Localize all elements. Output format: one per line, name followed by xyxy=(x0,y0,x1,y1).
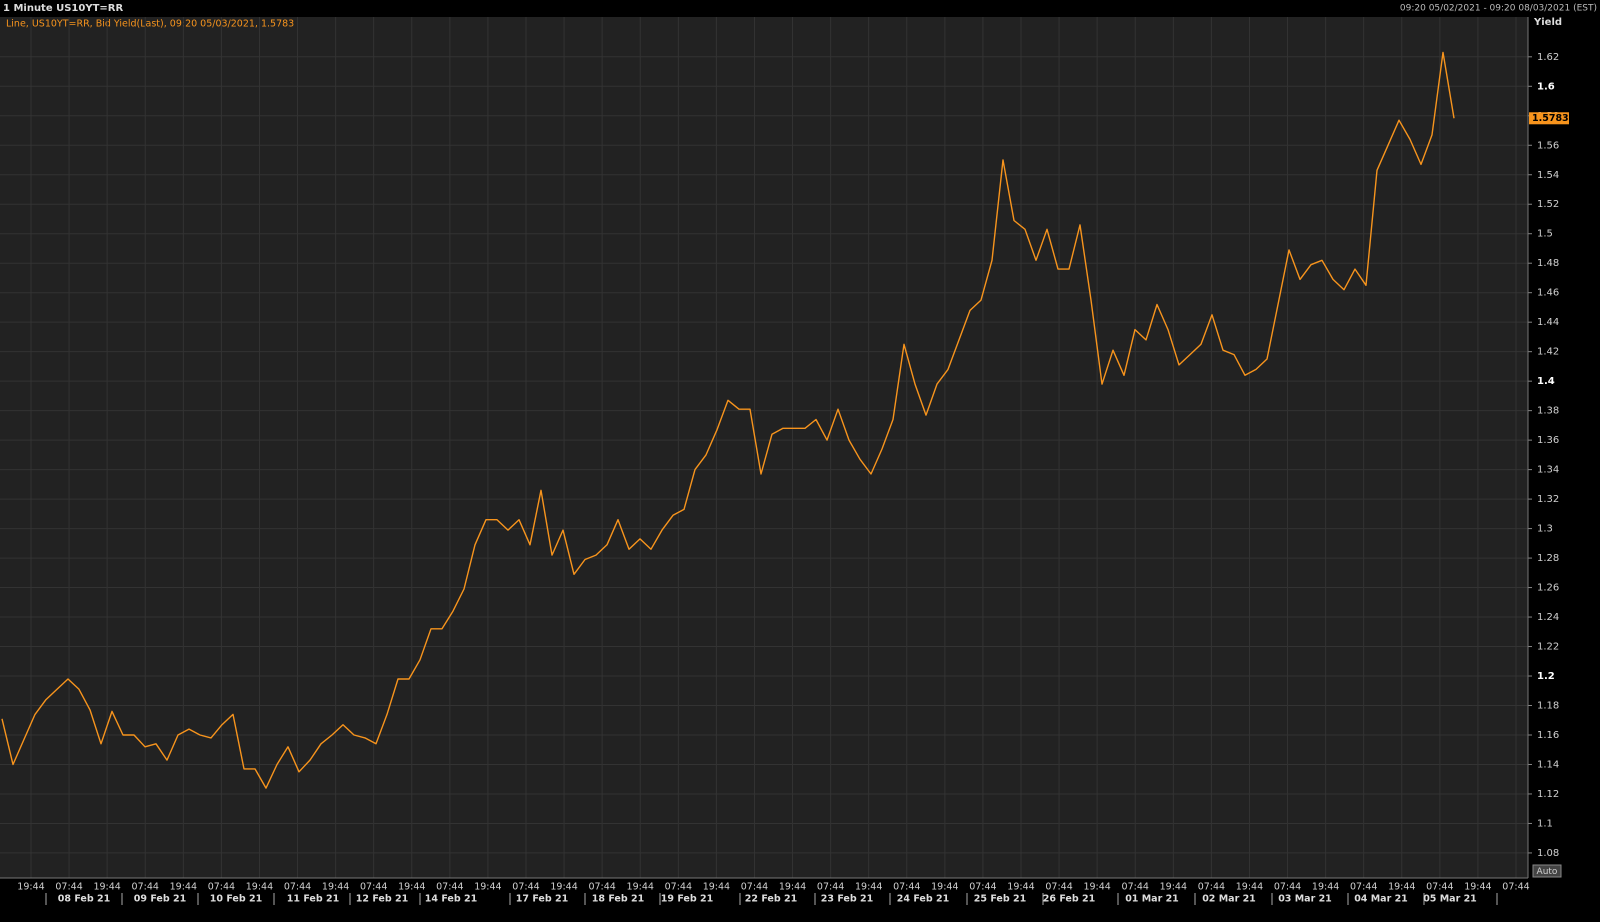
date-label: 01 Mar 21 xyxy=(1125,894,1179,905)
y-tick-label: 1.34 xyxy=(1537,465,1559,476)
y-tick-label: 1.38 xyxy=(1537,406,1559,417)
x-tick-label: 19:44 xyxy=(1388,882,1415,893)
y-tick-label: 1.54 xyxy=(1537,170,1559,181)
date-label: 22 Feb 21 xyxy=(745,894,797,905)
y-tick-label: 1.48 xyxy=(1537,258,1559,269)
y-tick-label: 1.22 xyxy=(1537,642,1559,653)
date-range: 09:20 05/02/2021 - 09:20 08/03/2021 (EST… xyxy=(1400,4,1597,14)
y-tick-label: 1.62 xyxy=(1537,52,1559,63)
x-tick-label: 07:44 xyxy=(512,882,539,893)
date-label: 04 Mar 21 xyxy=(1354,894,1408,905)
y-tick-label: 1.6 xyxy=(1537,81,1555,92)
x-tick-label: 07:44 xyxy=(665,882,692,893)
y-tick-label: 1.2 xyxy=(1537,671,1555,682)
x-tick-label: 19:44 xyxy=(1160,882,1187,893)
y-tick-label: 1.08 xyxy=(1537,848,1559,859)
y-tick-label: 1.12 xyxy=(1537,789,1559,800)
x-tick-label: 19:44 xyxy=(1007,882,1034,893)
x-tick-label: 19:44 xyxy=(1464,882,1491,893)
y-tick-label: 1.36 xyxy=(1537,435,1559,446)
date-label: 17 Feb 21 xyxy=(516,894,568,905)
date-label: 08 Feb 21 xyxy=(58,894,110,905)
x-tick-label: 19:44 xyxy=(170,882,197,893)
y-tick-label: 1.1 xyxy=(1537,818,1553,829)
y-axis-label: Yield xyxy=(1533,17,1562,28)
x-tick-label: 07:44 xyxy=(1122,882,1149,893)
x-tick-label: 19:44 xyxy=(93,882,120,893)
x-tick-label: 07:44 xyxy=(436,882,463,893)
y-tick-label: 1.3 xyxy=(1537,524,1553,535)
x-tick-label: 19:44 xyxy=(1236,882,1263,893)
x-tick-label: 07:44 xyxy=(1198,882,1225,893)
x-tick-label: 19:44 xyxy=(246,882,273,893)
y-tick-label: 1.52 xyxy=(1537,199,1559,210)
x-tick-label: 07:44 xyxy=(1502,882,1529,893)
date-label: 11 Feb 21 xyxy=(287,894,339,905)
date-label: 25 Feb 21 xyxy=(974,894,1026,905)
x-tick-label: 19:44 xyxy=(550,882,577,893)
date-label: 26 Feb 21 xyxy=(1043,894,1095,905)
y-tick-label: 1.44 xyxy=(1537,317,1559,328)
x-tick-label: 07:44 xyxy=(893,882,920,893)
date-label: 10 Feb 21 xyxy=(210,894,262,905)
date-label: 18 Feb 21 xyxy=(592,894,644,905)
auto-button-label[interactable]: Auto xyxy=(1537,867,1558,877)
x-tick-label: 07:44 xyxy=(741,882,768,893)
date-label: 24 Feb 21 xyxy=(897,894,949,905)
y-tick-label: 1.42 xyxy=(1537,347,1559,358)
last-value-label: 1.5783 xyxy=(1532,113,1569,124)
x-tick-label: 07:44 xyxy=(208,882,235,893)
x-tick-label: 07:44 xyxy=(1274,882,1301,893)
x-tick-label: 07:44 xyxy=(360,882,387,893)
plot-area xyxy=(0,17,1528,878)
y-tick-label: 1.26 xyxy=(1537,583,1559,594)
date-label: 23 Feb 21 xyxy=(821,894,873,905)
y-tick-label: 1.5 xyxy=(1537,229,1553,240)
date-label: 05 Mar 21 xyxy=(1423,894,1477,905)
date-label: 14 Feb 21 xyxy=(425,894,477,905)
x-tick-label: 07:44 xyxy=(55,882,82,893)
y-tick-label: 1.4 xyxy=(1537,376,1555,387)
auto-button[interactable] xyxy=(1532,864,1562,878)
x-tick-label: 19:44 xyxy=(322,882,349,893)
x-tick-label: 07:44 xyxy=(1350,882,1377,893)
x-tick-label: 07:44 xyxy=(132,882,159,893)
y-tick-label: 1.56 xyxy=(1537,140,1559,151)
y-tick-label: 1.32 xyxy=(1537,494,1559,505)
x-tick-label: 19:44 xyxy=(931,882,958,893)
x-tick-label: 19:44 xyxy=(1312,882,1339,893)
legend-text: Line, US10YT=RR, Bid Yield(Last), 09:20 … xyxy=(6,19,294,30)
yield-line xyxy=(1,51,1455,789)
chart-title: 1 Minute US10YT=RR xyxy=(3,3,123,14)
x-tick-label: 19:44 xyxy=(17,882,44,893)
y-tick-label: 1.14 xyxy=(1537,759,1559,770)
x-tick-label: 19:44 xyxy=(779,882,806,893)
x-tick-label: 19:44 xyxy=(398,882,425,893)
x-tick-label: 07:44 xyxy=(817,882,844,893)
date-label: 09 Feb 21 xyxy=(134,894,186,905)
x-tick-label: 07:44 xyxy=(1426,882,1453,893)
y-tick-label: 1.28 xyxy=(1537,553,1559,564)
x-tick-label: 19:44 xyxy=(1083,882,1110,893)
x-tick-label: 07:44 xyxy=(969,882,996,893)
x-tick-label: 19:44 xyxy=(474,882,501,893)
date-label: 03 Mar 21 xyxy=(1278,894,1332,905)
x-tick-label: 19:44 xyxy=(703,882,730,893)
date-label: 12 Feb 21 xyxy=(356,894,408,905)
y-tick-label: 1.16 xyxy=(1537,730,1559,741)
x-tick-label: 07:44 xyxy=(588,882,615,893)
x-tick-label: 07:44 xyxy=(1045,882,1072,893)
y-tick-label: 1.46 xyxy=(1537,288,1559,299)
date-label: 02 Mar 21 xyxy=(1202,894,1256,905)
date-label: 19 Feb 21 xyxy=(661,894,713,905)
y-tick-label: 1.18 xyxy=(1537,701,1559,712)
y-tick-label: 1.24 xyxy=(1537,612,1559,623)
last-value-box xyxy=(1529,112,1569,125)
x-tick-label: 19:44 xyxy=(627,882,654,893)
x-tick-label: 07:44 xyxy=(284,882,311,893)
x-tick-label: 19:44 xyxy=(855,882,882,893)
